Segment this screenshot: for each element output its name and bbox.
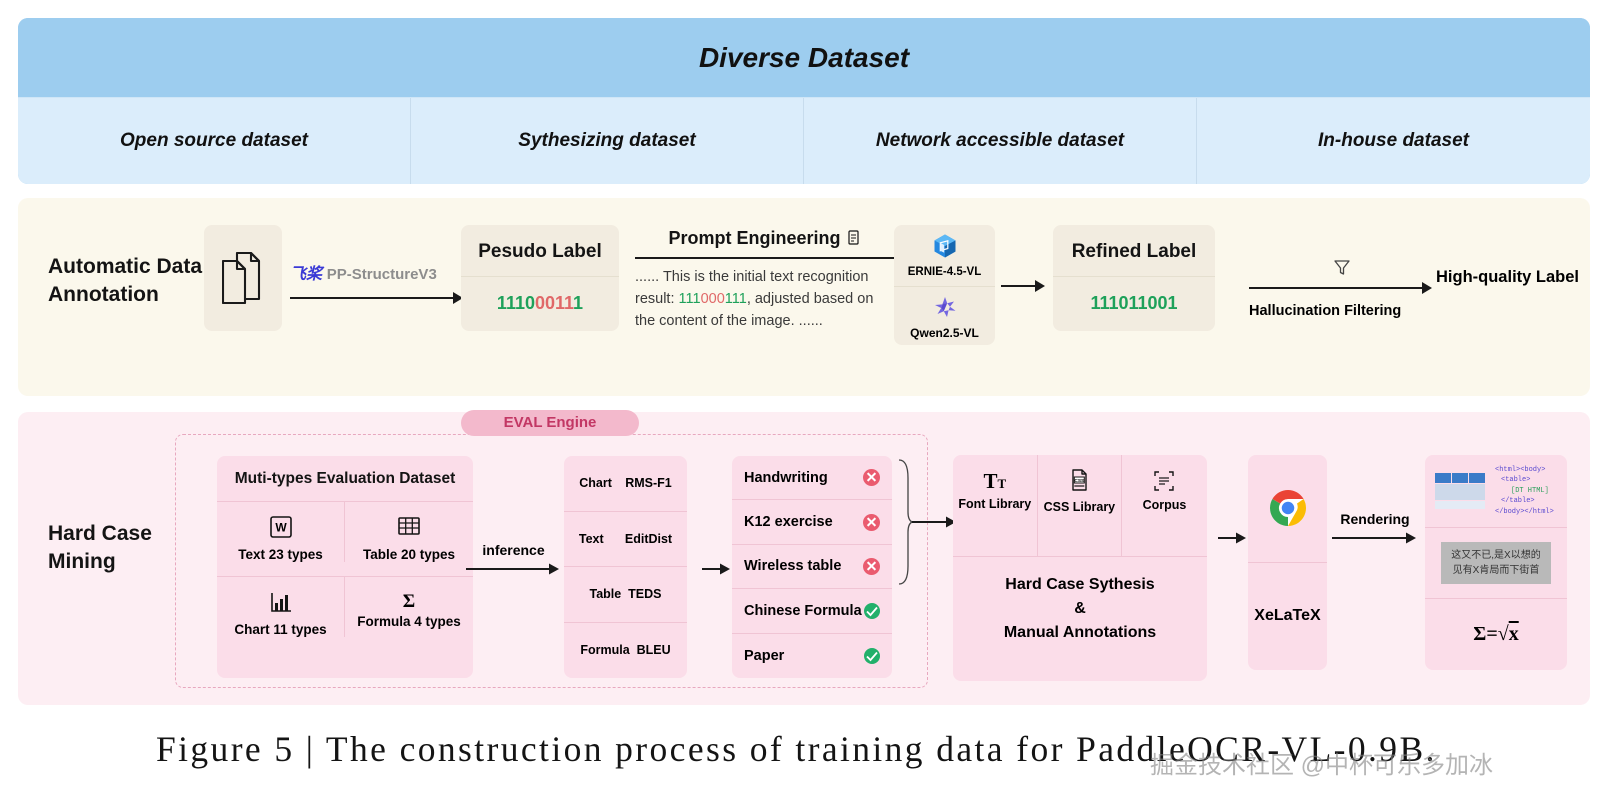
svg-text:CSS: CSS <box>1075 478 1086 484</box>
svg-text:W: W <box>275 521 287 535</box>
